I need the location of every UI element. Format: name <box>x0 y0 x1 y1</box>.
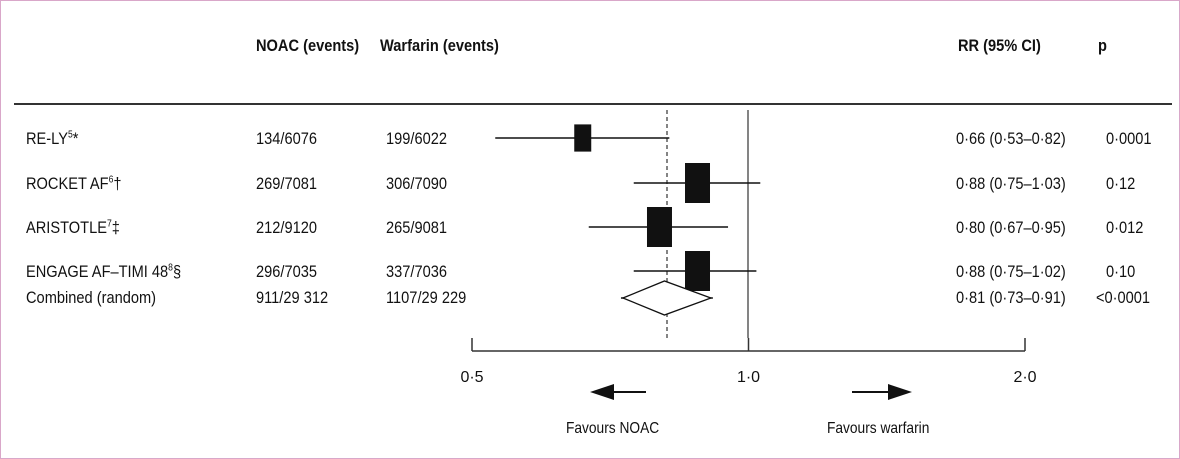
x-tick-label: 0·5 <box>460 369 483 386</box>
noac-events: 296/7035 <box>256 262 317 281</box>
header-rule <box>14 103 1172 105</box>
rr-ci: 0·66 (0·53–0·82) <box>956 129 1066 148</box>
warfarin-events: 199/6022 <box>386 129 447 148</box>
point-estimate-box <box>646 207 672 247</box>
warfarin-events: 306/7090 <box>386 174 447 193</box>
warfarin-events: 265/9081 <box>386 218 447 237</box>
header-rr: RR (95% CI) <box>958 36 1041 55</box>
study-name: ENGAGE AF–TIMI 488§ <box>26 262 182 281</box>
warfarin-events: 1107/29 229 <box>386 288 467 307</box>
warfarin-events: 337/7036 <box>386 262 447 281</box>
rr-ci: 0·81 (0·73–0·91) <box>956 288 1066 307</box>
pooled-diamond <box>621 280 713 316</box>
x-tick-label: 2·0 <box>1013 369 1036 386</box>
rr-ci: 0·88 (0·75–1·02) <box>956 262 1066 281</box>
p-value: 0·12 <box>1106 174 1136 193</box>
x-tick-label: 1·0 <box>737 369 760 386</box>
arrow-right-icon <box>852 384 912 400</box>
header-warfarin: Warfarin (events) <box>380 36 499 55</box>
point-estimate-box <box>574 124 592 152</box>
arrow-left-icon <box>590 384 646 400</box>
noac-events: 269/7081 <box>256 174 317 193</box>
p-value: 0·012 <box>1106 218 1144 237</box>
point-estimate-box <box>685 251 711 291</box>
rr-ci: 0·80 (0·67–0·95) <box>956 218 1066 237</box>
study-name: Combined (random) <box>26 288 157 307</box>
study-name: RE-LY5* <box>26 129 79 148</box>
noac-events: 911/29 312 <box>256 288 329 307</box>
study-name: ARISTOTLE7‡ <box>26 218 120 237</box>
noac-events: 134/6076 <box>256 129 317 148</box>
point-estimate-box <box>685 163 711 203</box>
favours-noac-label: Favours NOAC <box>566 419 659 437</box>
study-name: ROCKET AF6† <box>26 174 122 193</box>
favours-warfarin-label: Favours warfarin <box>827 419 929 437</box>
p-value: 0·0001 <box>1106 129 1152 148</box>
p-value: <0·0001 <box>1096 288 1151 307</box>
header-noac: NOAC (events) <box>256 36 360 55</box>
header-p: p <box>1098 36 1107 55</box>
noac-events: 212/9120 <box>256 218 317 237</box>
p-value: 0·10 <box>1106 262 1136 281</box>
rr-ci: 0·88 (0·75–1·03) <box>956 174 1066 193</box>
